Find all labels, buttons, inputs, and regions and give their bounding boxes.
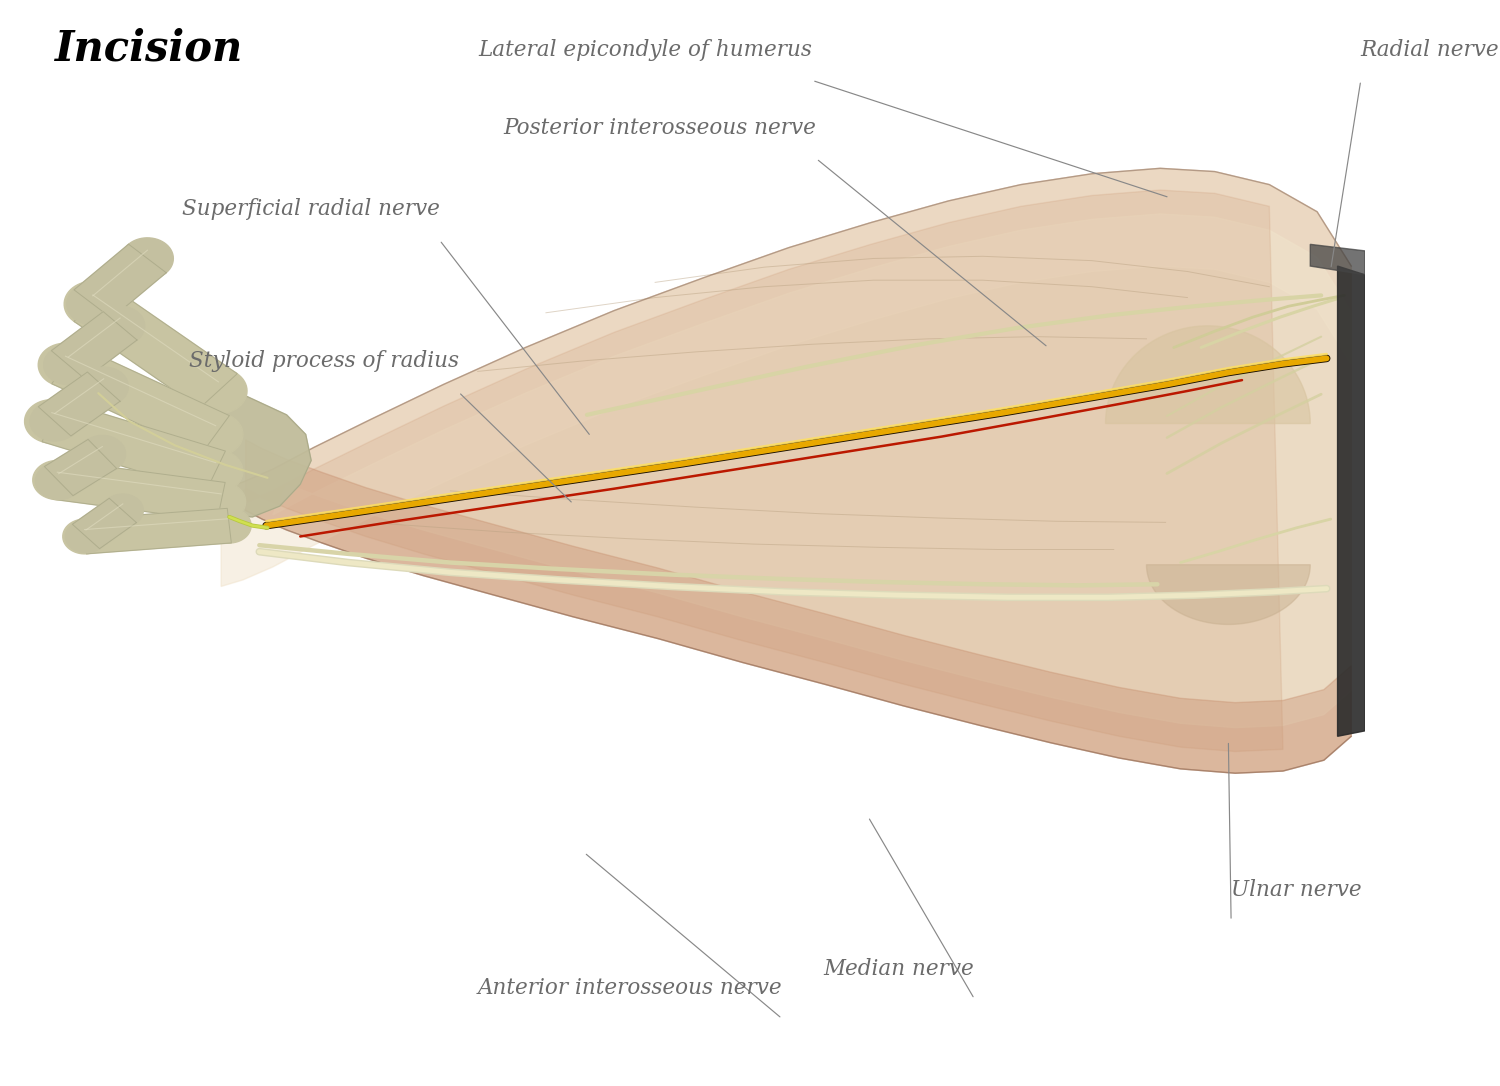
- Polygon shape: [45, 440, 117, 495]
- Polygon shape: [189, 450, 243, 493]
- Polygon shape: [1106, 326, 1311, 424]
- Polygon shape: [196, 380, 310, 517]
- Polygon shape: [33, 460, 82, 500]
- Text: Radial nerve: Radial nerve: [1360, 39, 1500, 61]
- Polygon shape: [96, 306, 144, 345]
- Polygon shape: [36, 463, 82, 500]
- Text: Ulnar nerve: Ulnar nerve: [1232, 880, 1362, 901]
- Polygon shape: [80, 435, 126, 472]
- Polygon shape: [1311, 244, 1365, 275]
- Polygon shape: [51, 312, 136, 379]
- Polygon shape: [72, 498, 136, 548]
- Polygon shape: [44, 345, 93, 384]
- Polygon shape: [74, 287, 237, 408]
- Polygon shape: [1338, 266, 1365, 736]
- Polygon shape: [220, 168, 1352, 773]
- Text: Anterior interosseous nerve: Anterior interosseous nerve: [477, 977, 782, 999]
- Polygon shape: [207, 508, 251, 543]
- Polygon shape: [54, 460, 225, 521]
- Polygon shape: [39, 343, 93, 387]
- Polygon shape: [246, 440, 1352, 773]
- Polygon shape: [64, 281, 122, 327]
- Text: Incision: Incision: [54, 27, 243, 70]
- Polygon shape: [80, 367, 129, 406]
- Polygon shape: [42, 401, 225, 492]
- Polygon shape: [53, 346, 230, 453]
- Polygon shape: [68, 283, 118, 325]
- Polygon shape: [220, 190, 1282, 752]
- Polygon shape: [273, 214, 1352, 728]
- Text: Posterior interosseous nerve: Posterior interosseous nerve: [504, 117, 816, 139]
- Polygon shape: [102, 494, 144, 527]
- Polygon shape: [122, 238, 174, 279]
- Polygon shape: [220, 168, 1352, 586]
- Text: Lateral epicondyle of humerus: Lateral epicondyle of humerus: [478, 39, 812, 61]
- Polygon shape: [196, 482, 246, 521]
- Polygon shape: [30, 402, 80, 441]
- Polygon shape: [39, 372, 120, 435]
- Polygon shape: [74, 244, 166, 318]
- Text: Styloid process of radius: Styloid process of radius: [189, 351, 459, 372]
- Polygon shape: [189, 413, 243, 456]
- Polygon shape: [24, 400, 80, 443]
- Polygon shape: [66, 520, 106, 553]
- Text: Median nerve: Median nerve: [824, 958, 975, 980]
- Polygon shape: [1146, 565, 1311, 624]
- Polygon shape: [82, 508, 231, 554]
- Polygon shape: [63, 519, 106, 554]
- Polygon shape: [190, 368, 248, 414]
- Text: Superficial radial nerve: Superficial radial nerve: [182, 199, 440, 220]
